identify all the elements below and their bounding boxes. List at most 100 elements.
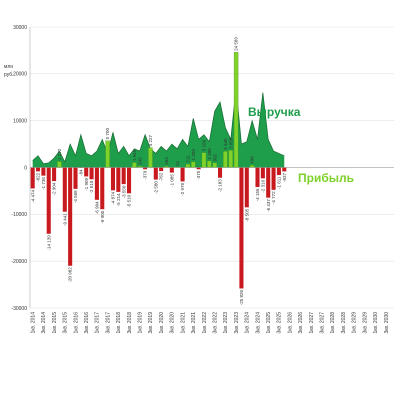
value-label: -6 437	[266, 199, 271, 212]
value-label: 1 390	[207, 148, 212, 160]
profit-bar	[272, 168, 276, 190]
y-tick-label: 30000	[13, 25, 27, 31]
value-label: -5 510	[127, 194, 132, 207]
profit-bar	[122, 168, 126, 185]
value-label: -1 085	[169, 174, 174, 187]
x-tick-label: 3кв. 2024	[255, 312, 261, 334]
profit-bar	[202, 153, 206, 168]
revenue-area	[33, 88, 285, 168]
profit-bar	[266, 168, 270, 198]
value-label: -1 611	[277, 176, 282, 189]
profit-bar	[68, 168, 72, 266]
x-tick-label: 3кв. 2023	[234, 312, 240, 334]
y-tick-label: -20000	[11, 259, 27, 265]
profit-bar	[36, 168, 40, 172]
x-tick-label: 3кв. 2018	[127, 312, 133, 334]
x-tick-label: 3кв. 2030	[384, 312, 390, 334]
x-tick-label: 1кв. 2028	[330, 312, 336, 334]
legend-label: Прибыль	[298, 171, 354, 185]
profit-bar	[154, 168, 158, 180]
x-tick-label: 1кв. 2025	[266, 312, 272, 334]
x-tick-label: 1кв. 2030	[373, 312, 379, 334]
x-tick-label: 3кв. 2021	[191, 312, 197, 334]
value-label: -375	[196, 170, 201, 180]
y-tick-label: 20000	[13, 72, 27, 78]
x-tick-label: 1кв. 2023	[223, 312, 229, 334]
x-tick-label: 1кв. 2022	[202, 312, 208, 334]
profit-bar	[239, 168, 243, 289]
profit-bar	[282, 168, 286, 172]
value-label: -2 904	[52, 182, 57, 195]
profit-bar	[186, 164, 190, 167]
value-label: -84	[78, 169, 83, 176]
y-tick-label: -30000	[11, 306, 27, 312]
value-label: -4 874	[111, 191, 116, 204]
x-tick-label: 1кв. 2020	[159, 312, 165, 334]
profit-bar	[111, 168, 115, 191]
value-label: -14 139	[46, 235, 51, 251]
x-tick-label: 3кв. 2016	[84, 312, 90, 334]
value-label: 249	[137, 157, 142, 165]
value-label: 711	[186, 155, 191, 163]
profit-bar	[250, 165, 254, 167]
profit-bar	[41, 168, 45, 176]
profit-bar	[218, 168, 222, 178]
value-label: -4 772	[271, 191, 276, 204]
value-label: 3 166	[202, 139, 207, 151]
x-tick-label: 3кв. 2020	[170, 312, 176, 334]
x-tick-label: 3кв. 2014	[41, 312, 47, 334]
profit-bar	[132, 163, 136, 168]
profit-bar	[52, 168, 56, 182]
y-tick-label: 10000	[13, 118, 27, 124]
profit-bar	[207, 161, 211, 168]
profit-bar	[261, 168, 265, 179]
profit-bar	[63, 168, 67, 212]
y-tick-label: 0	[24, 165, 27, 171]
value-label: -6 904	[95, 201, 100, 214]
profit-bar	[213, 163, 217, 168]
x-tick-label: 3кв. 2017	[105, 312, 111, 334]
profit-bar	[245, 168, 249, 208]
x-tick-label: 3кв. 2022	[212, 312, 218, 334]
profit-bar	[95, 168, 99, 200]
profit-bar	[148, 148, 152, 168]
value-label: -20 982	[68, 267, 73, 283]
value-label: 24 589	[234, 37, 239, 51]
profit-bar	[106, 141, 110, 168]
y-label: млн	[4, 64, 13, 70]
value-label: 263	[164, 157, 169, 165]
x-tick-label: 1кв. 2017	[95, 312, 101, 334]
profit-bar	[234, 52, 238, 167]
x-tick-label: 1кв. 2018	[116, 312, 122, 334]
profit-bar	[181, 168, 185, 182]
profit-bar	[100, 168, 104, 210]
x-tick-label: 3кв. 2026	[298, 312, 304, 334]
profit-bar	[84, 168, 88, 177]
value-label: -762	[159, 172, 164, 182]
profit-bar	[143, 168, 147, 170]
profit-bar	[229, 150, 233, 167]
value-label: -3 550	[121, 185, 126, 198]
value-label: 1 203	[191, 149, 196, 161]
x-tick-label: 3кв. 2019	[148, 312, 154, 334]
value-label: -2 183	[218, 179, 223, 192]
profit-bar	[47, 168, 51, 234]
x-tick-label: 1кв. 2015	[52, 312, 58, 334]
value-label: -2 316	[260, 179, 265, 192]
value-label: -2 580	[153, 181, 158, 194]
profit-bar	[197, 168, 201, 170]
x-tick-label: 1кв. 2016	[73, 312, 79, 334]
profit-bar	[277, 168, 281, 176]
value-label: -8 905	[100, 210, 105, 223]
x-tick-label: 1кв. 2014	[30, 312, 36, 334]
value-label: -4 568	[73, 190, 78, 203]
value-label: -379	[143, 170, 148, 180]
value-label: -4 155	[255, 188, 260, 201]
value-label: 1 049	[132, 149, 137, 161]
value-label: 3 440	[223, 138, 228, 150]
value-label: 51	[175, 160, 180, 166]
value-label: -8 505	[244, 208, 249, 221]
value-label: -25 826	[239, 289, 244, 305]
value-label: -2 978	[180, 182, 185, 195]
value-label: 3 658	[228, 137, 233, 149]
